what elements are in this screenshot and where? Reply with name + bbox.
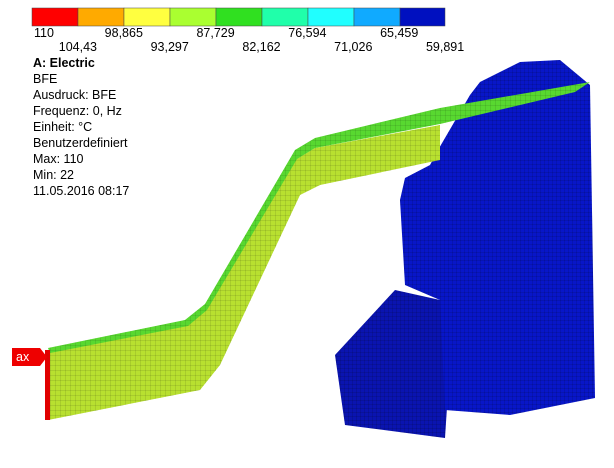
info-line: Min: 22 <box>33 168 74 182</box>
legend-label: 93,297 <box>151 40 189 54</box>
info-line: Einheit: °C <box>33 120 92 134</box>
legend-labels: 110 104,43 98,865 93,297 87,729 82,162 76,594 7… <box>34 26 464 54</box>
legend-label: 59,891 <box>426 40 464 54</box>
legend-label: 82,162 <box>242 40 280 54</box>
info-line: Benutzerdefiniert <box>33 136 128 150</box>
legend-label: 110 <box>34 26 54 40</box>
probe-text: ax <box>16 350 30 364</box>
info-line: BFE <box>33 72 57 86</box>
legend-label: 76,594 <box>288 26 326 40</box>
info-title: A: Electric <box>33 56 95 70</box>
info-line: Ausdruck: BFE <box>33 88 116 102</box>
legend-label: 104,43 <box>59 40 97 54</box>
info-line: 11.05.2016 08:17 <box>33 184 129 198</box>
legend-label: 65,459 <box>380 26 418 40</box>
info-block: A: Electric BFE Ausdruck: BFE Frequenz: 0, … <box>33 56 129 198</box>
legend-label: 98,865 <box>105 26 143 40</box>
color-bar <box>31 7 446 27</box>
model <box>45 60 595 438</box>
info-line: Frequenz: 0, Hz <box>33 104 122 118</box>
legend-label: 71,026 <box>334 40 372 54</box>
legend-label: 87,729 <box>196 26 234 40</box>
probe-label: ax <box>12 348 47 366</box>
info-line: Max: 110 <box>33 152 84 166</box>
